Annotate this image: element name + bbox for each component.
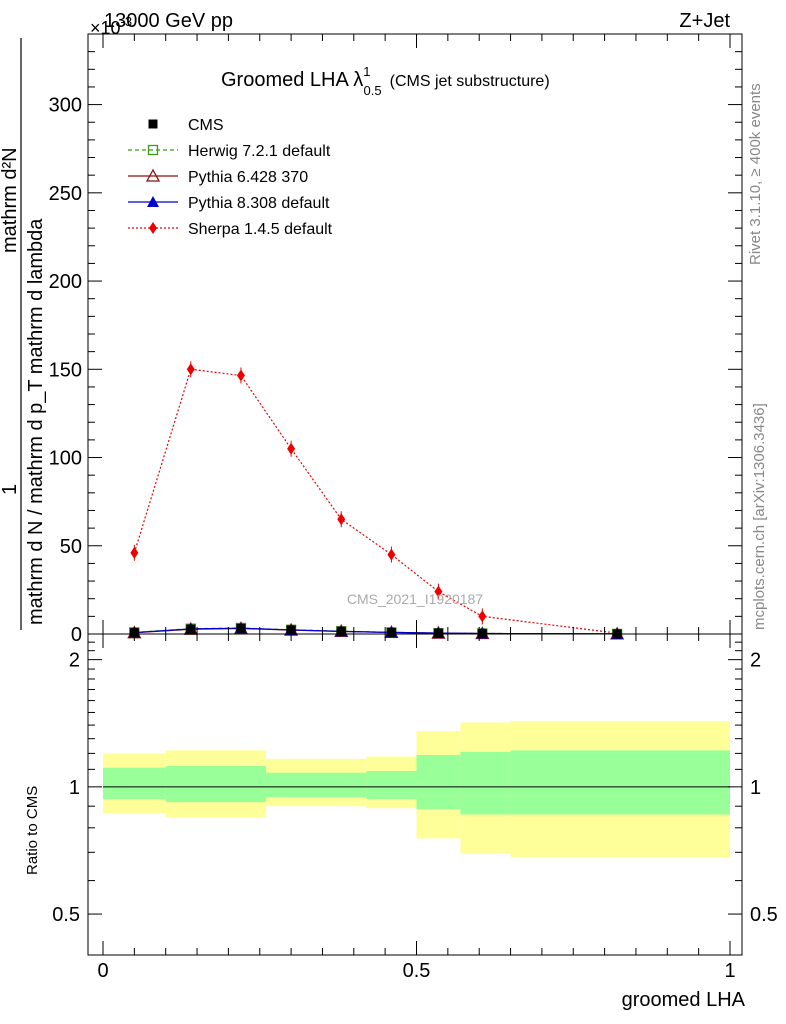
legend-item-pythia: Pythia 6.428 370 xyxy=(128,168,308,186)
ratio-ytick-label-right: 0.5 xyxy=(750,904,778,926)
ratio-ytick-label: 2 xyxy=(69,650,80,672)
ratio-y-axis: 0.5 0.5 1 1 2 2 xyxy=(52,633,778,956)
data-point-cms xyxy=(336,626,346,636)
legend-marker xyxy=(149,222,157,234)
ratio-xtick-label: 0.5 xyxy=(403,960,431,982)
data-point-sherpa xyxy=(236,369,245,382)
legend: CMS Herwig 7.2.1 default Pythia 6.428 370 P… xyxy=(128,117,333,238)
data-point-cms xyxy=(386,627,396,637)
legend-label: Pythia 6.428 370 xyxy=(188,169,308,186)
legend-label: Herwig 7.2.1 default xyxy=(188,143,331,160)
ratio-band-inner xyxy=(510,750,730,815)
ratio-x-axis: 0 0.5 1 xyxy=(97,634,736,982)
data-point-sherpa xyxy=(478,610,487,623)
main-x-axis xyxy=(102,34,731,634)
ratio-band-inner xyxy=(460,751,511,815)
data-point-sherpa xyxy=(130,546,139,559)
data-point-sherpa xyxy=(434,585,443,598)
plot-title: Groomed LHA λ1 0.5(CMS jet substructure) xyxy=(221,64,550,98)
main-y-axis: 0 50 100 150 200 250 300 xyxy=(49,33,742,646)
data-point-cms xyxy=(477,628,487,638)
ratio-xtick-label: 1 xyxy=(724,960,735,982)
ratio-frame xyxy=(87,633,743,956)
legend-label: CMS xyxy=(188,117,224,134)
legend-item-herwig: Herwig 7.2.1 default xyxy=(128,143,331,160)
legend-item-pythia: Pythia 8.308 default xyxy=(128,195,330,212)
main-ytick-label: 250 xyxy=(49,183,82,205)
series-herwig xyxy=(129,622,623,640)
x-axis-label: groomed LHA xyxy=(622,989,746,1011)
main-ytick-label: 0 xyxy=(71,624,82,646)
ylabel-numerator: mathrm d²N xyxy=(0,147,21,253)
mcplots-label: mcplots.cern.ch [arXiv:1306.3436] xyxy=(751,403,768,630)
legend-label: Sherpa 1.4.5 default xyxy=(188,221,333,238)
main-frame xyxy=(87,33,743,635)
main-ytick-label: 50 xyxy=(60,536,82,558)
legend-label: Pythia 8.308 default xyxy=(188,195,330,212)
series-cms xyxy=(129,623,622,639)
main-ytick-label: 300 xyxy=(49,95,82,117)
series-line-pythia xyxy=(134,627,618,635)
legend-marker xyxy=(147,196,159,207)
y-scale-factor: ×10-3 xyxy=(90,14,132,38)
ratio-panel: 0.5 0.51 12 2 0 0.5 1 Ratio to CMS groomed LH… xyxy=(24,633,778,1011)
ratio-ytick-label: 0.5 xyxy=(52,904,80,926)
data-point-cms xyxy=(236,623,246,633)
ratio-y-axis-label: Ratio to CMS xyxy=(24,786,41,875)
process-label: Z+Jet xyxy=(679,10,730,32)
ratio-band-inner xyxy=(165,766,267,803)
legend-marker xyxy=(145,168,161,182)
data-point-sherpa xyxy=(387,548,396,561)
legend-marker xyxy=(148,119,158,129)
ratio-ytick-label: 1 xyxy=(69,777,80,799)
ratio-ytick-label-right: 2 xyxy=(750,650,761,672)
rivet-version-label: Rivet 3.1.10, ≥ 400k events xyxy=(747,83,764,265)
data-point-sherpa xyxy=(337,513,346,526)
ratio-plot-area xyxy=(103,721,730,858)
legend-item-cms: CMS xyxy=(148,117,224,134)
ratio-band-inner xyxy=(103,767,166,800)
legend-marker xyxy=(147,144,159,156)
main-y-axis-label: mathrm d N / mathrm d p_T mathrm d lambd… xyxy=(0,38,47,630)
main-ytick-label: 100 xyxy=(49,448,82,470)
main-ytick-label: 200 xyxy=(49,271,82,293)
main-panel: 0 50 100 150 200 250 300 Groomed LHA λ1 0.5(CMS… xyxy=(49,33,743,646)
ylabel-one: 1 xyxy=(0,484,21,495)
ratio-xtick-label: 0 xyxy=(97,960,108,982)
data-point-sherpa xyxy=(287,442,296,455)
ratio-band-inner xyxy=(416,754,461,810)
energy-label: 13000 GeV pp xyxy=(104,10,233,32)
data-point-cms xyxy=(186,624,196,634)
data-point-cms xyxy=(433,628,443,638)
ratio-band-inner xyxy=(266,772,367,798)
legend-item-sherpa: Sherpa 1.4.5 default xyxy=(128,221,333,238)
main-ytick-label: 150 xyxy=(49,359,82,381)
ylabel-lower: mathrm d N / mathrm d p_T mathrm d lambd… xyxy=(25,218,47,625)
data-point-sherpa xyxy=(186,363,195,376)
ratio-ytick-label-right: 1 xyxy=(750,777,761,799)
analysis-watermark: CMS_2021_I1920187 xyxy=(347,591,483,607)
ratio-band-inner xyxy=(366,771,417,800)
